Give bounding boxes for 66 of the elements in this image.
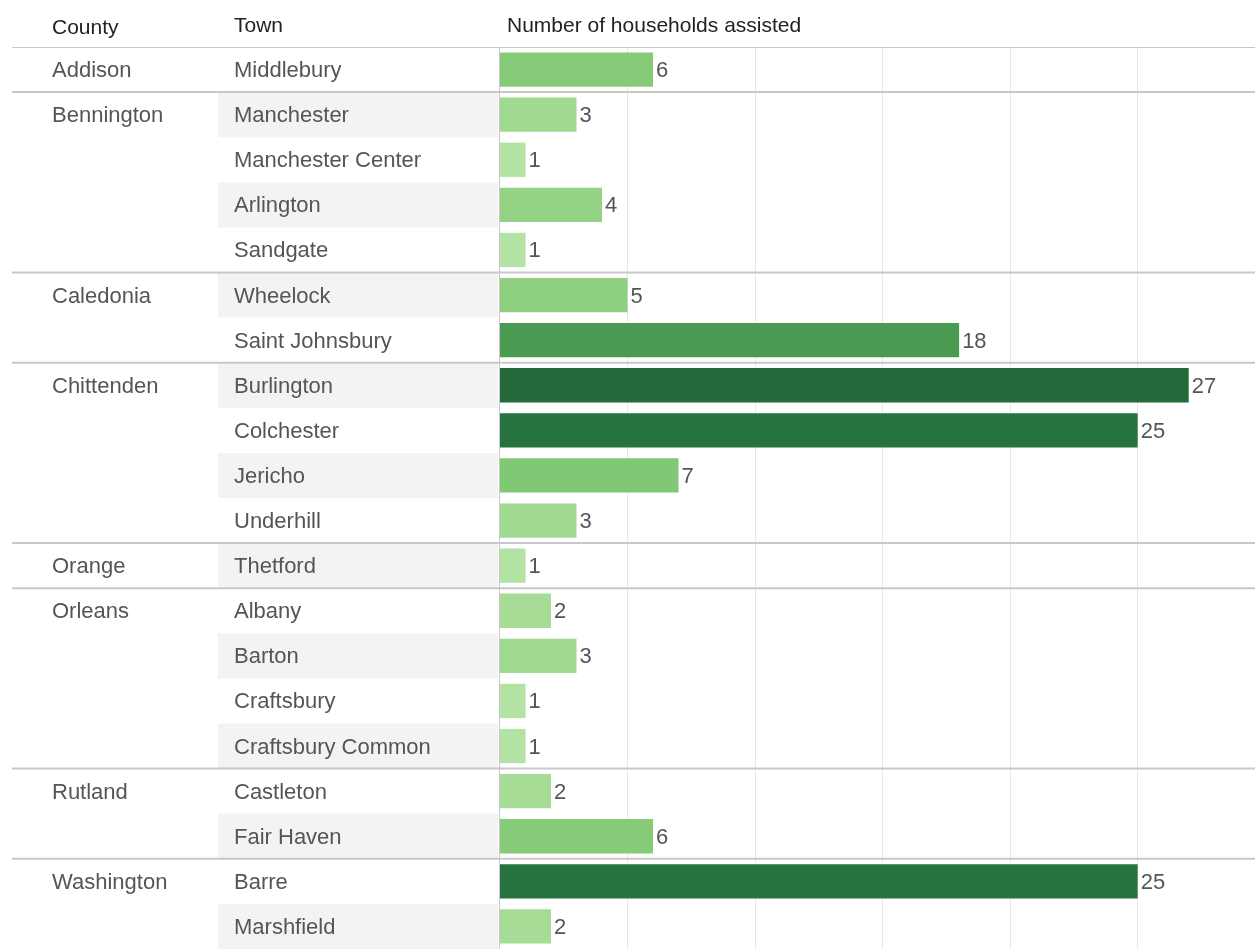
y-tick-label: Craftsbury Common [234, 734, 431, 759]
data-label: 18 [962, 327, 987, 353]
y-tick-label: Barton [234, 643, 299, 668]
y-tick-label: Albany [234, 598, 302, 623]
y-tick-label: Colchester [234, 418, 340, 443]
data-label: 2 [554, 913, 567, 939]
y-tick-label: Sandgate [234, 237, 329, 262]
x-axis-title: Number of households assisted [507, 13, 802, 36]
y-tick-label: Saint Johnsbury [234, 328, 392, 353]
data-label: 3 [579, 643, 592, 669]
y2-tick-label: Rutland [52, 779, 128, 804]
data-label: 6 [656, 823, 669, 849]
bar [500, 548, 526, 583]
y-tick-label: Wheelock [234, 283, 332, 308]
data-label: 4 [605, 192, 618, 218]
data-label: 1 [528, 733, 541, 759]
data-label: 3 [579, 102, 592, 128]
y-tick-label: Fair Haven [234, 824, 342, 849]
bar [500, 864, 1138, 899]
data-label: 7 [681, 462, 694, 488]
bar [500, 232, 526, 268]
y2-tick-label: Bennington [52, 102, 164, 127]
data-label: 1 [528, 688, 541, 714]
y-tick-label: Marshfield [234, 914, 336, 939]
data-label: 3 [579, 508, 592, 534]
bar [500, 503, 577, 538]
y2-tick-label: Addison [52, 57, 132, 82]
y-tick-label: Underhill [234, 508, 321, 533]
data-label: 1 [528, 237, 541, 263]
y-axis-title: Town [234, 13, 284, 36]
bar [500, 323, 960, 358]
y-tick-label: Thetford [234, 553, 316, 578]
data-label: 6 [656, 57, 669, 83]
bar [500, 413, 1138, 448]
y2-tick-label: Orleans [52, 598, 130, 623]
y-tick-label: Manchester Center [234, 147, 422, 172]
y2-tick-label: Washington [52, 869, 168, 894]
bar [500, 728, 526, 764]
y2-tick-label: Orange [52, 553, 126, 578]
y2-tick-label: Caledonia [52, 283, 152, 308]
bar [500, 97, 577, 132]
y-tick-label: Burlington [234, 373, 334, 398]
y2-tick-label: Chittenden [52, 373, 159, 398]
data-label: 2 [554, 598, 567, 624]
text: County [52, 15, 120, 38]
y-tick-label: Manchester [234, 102, 349, 127]
y-tick-label: Arlington [234, 192, 321, 217]
bar [500, 593, 552, 628]
data-label: 27 [1191, 372, 1217, 398]
data-label: 1 [528, 147, 541, 173]
data-label: 5 [630, 282, 643, 308]
y-tick-label: Jericho [234, 463, 305, 488]
bar [500, 142, 526, 177]
data-label: 1 [528, 553, 541, 579]
data-label: 2 [554, 778, 567, 804]
bar [500, 683, 526, 719]
data-label: 25 [1140, 868, 1166, 894]
y-tick-label: Barre [234, 869, 288, 894]
bar [500, 638, 577, 673]
y-tick-label: Craftsbury [234, 688, 336, 713]
y-tick-label: Castleton [234, 779, 327, 804]
bar [500, 52, 654, 87]
data-label: 25 [1140, 417, 1166, 443]
y-tick-label: Middlebury [234, 57, 342, 82]
bar [500, 774, 552, 809]
bar [500, 909, 552, 944]
